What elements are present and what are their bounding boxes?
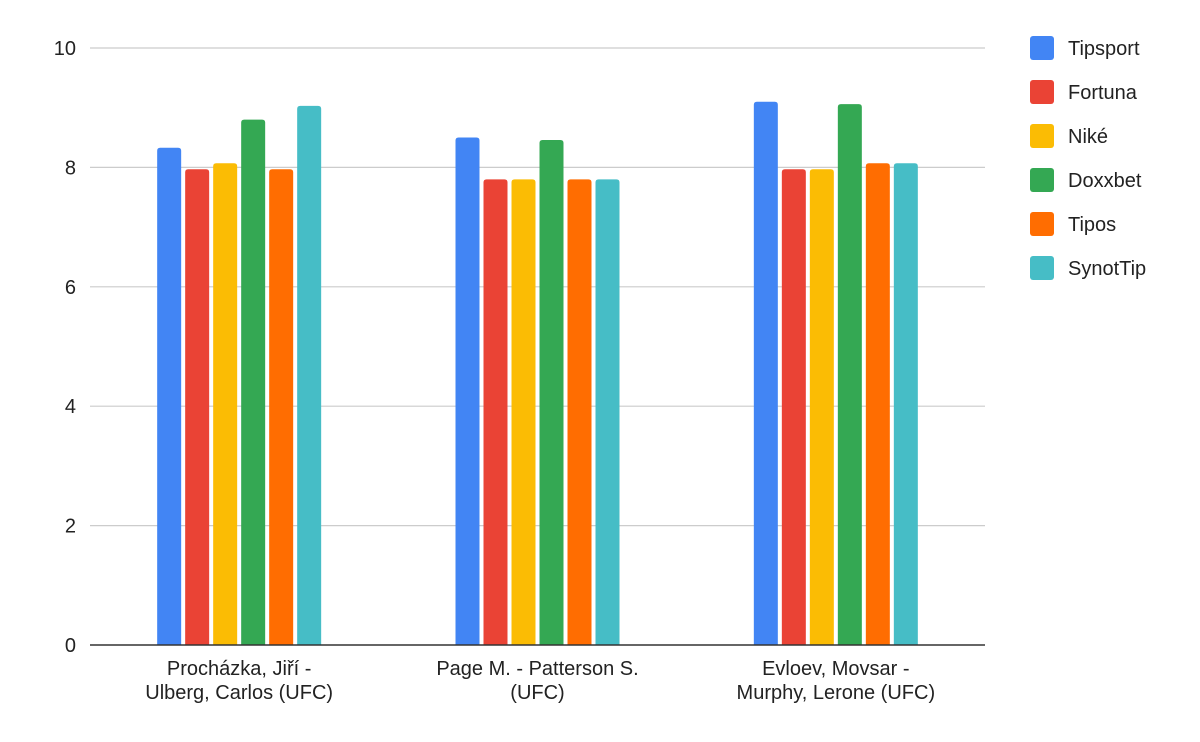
y-tick-label: 0 — [65, 635, 76, 657]
legend-swatch — [1030, 124, 1054, 148]
bar-doxxbet-1 — [539, 139, 564, 646]
bar-synottip-1 — [595, 179, 620, 645]
bars — [157, 101, 918, 646]
x-category-label: Page M. - Patterson S. (UFC) — [436, 658, 638, 704]
legend-swatch — [1030, 256, 1054, 280]
legend-item-doxxbet: Doxxbet — [1030, 168, 1142, 192]
y-tick-label: 6 — [65, 277, 76, 299]
bar-nik--1 — [511, 179, 536, 645]
legend-swatch — [1030, 212, 1054, 236]
bar-doxxbet-0 — [241, 119, 266, 645]
legend-label: Tipsport — [1068, 38, 1140, 60]
bar-tipos-1 — [567, 179, 592, 645]
bar-nik--0 — [213, 163, 238, 645]
bar-fortuna-1 — [483, 179, 508, 645]
y-tick-label: 4 — [65, 396, 76, 418]
legend-swatch — [1030, 36, 1054, 60]
legend-item-fortuna: Fortuna — [1030, 80, 1138, 104]
bar-synottip-0 — [297, 105, 322, 645]
legend-label: SynotTip — [1068, 258, 1146, 280]
bar-fortuna-0 — [185, 169, 210, 646]
y-tick-label: 2 — [65, 516, 76, 538]
bar-synottip-2 — [893, 163, 918, 645]
y-axis-ticks: 0 2 4 6 8 10 — [54, 38, 76, 657]
legend-item-tipsport: Tipsport — [1030, 36, 1140, 60]
bar-fortuna-2 — [781, 169, 806, 646]
legend-label: Doxxbet — [1068, 170, 1142, 192]
bar-tipos-2 — [865, 163, 890, 645]
legend-item-nik-: Niké — [1030, 124, 1108, 148]
legend-item-synottip: SynotTip — [1030, 256, 1146, 280]
legend-label: Tipos — [1068, 214, 1116, 236]
bar-tipos-0 — [269, 169, 294, 646]
x-axis-labels: Procházka, Jiří -Ulberg, Carlos (UFC) Pag… — [145, 658, 935, 704]
bar-nik--2 — [809, 169, 834, 646]
bar-tipsport-1 — [455, 137, 480, 646]
x-category-label-line: Murphy, Lerone (UFC) — [737, 682, 936, 704]
x-category-label-line: (UFC) — [510, 682, 564, 704]
bar-doxxbet-2 — [837, 104, 862, 646]
x-category-label-line: Ulberg, Carlos (UFC) — [145, 682, 333, 704]
legend-swatch — [1030, 80, 1054, 104]
x-category-label-line: Procházka, Jiří - — [167, 658, 311, 680]
x-category-label: Evloev, Movsar -Murphy, Lerone (UFC) — [737, 658, 936, 704]
y-tick-label: 8 — [65, 157, 76, 179]
x-category-label: Procházka, Jiří -Ulberg, Carlos (UFC) — [145, 658, 333, 704]
grid-lines — [90, 47, 985, 527]
bar-tipsport-2 — [753, 101, 778, 646]
legend-label: Niké — [1068, 126, 1108, 148]
legend-item-tipos: Tipos — [1030, 212, 1116, 236]
legend-swatch — [1030, 168, 1054, 192]
y-tick-label: 10 — [54, 38, 76, 60]
bar-tipsport-0 — [157, 147, 182, 645]
legend: Tipsport Fortuna Niké Doxxbet Tipos SynotTip — [1030, 36, 1146, 280]
legend-label: Fortuna — [1068, 82, 1138, 104]
x-category-label-line: Evloev, Movsar - — [762, 658, 909, 680]
x-category-label-line: Page M. - Patterson S. — [436, 658, 638, 680]
